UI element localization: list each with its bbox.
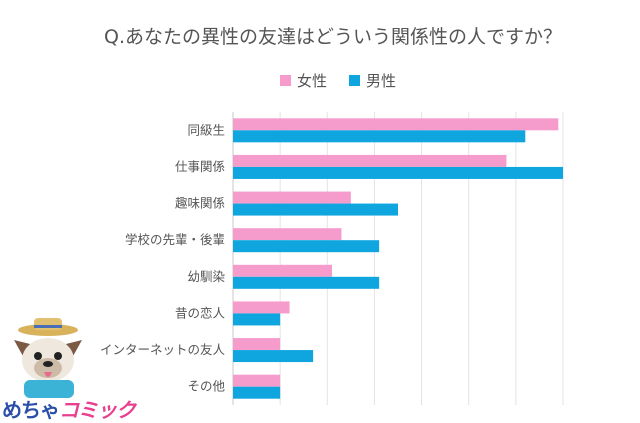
bar-male <box>233 313 281 326</box>
category-label: 趣味関係 <box>175 196 225 211</box>
bar-male <box>233 276 380 289</box>
category-label: 昔の恋人 <box>175 305 226 320</box>
chart-title: Q.あなたの異性の友達はどういう関係性の人ですか？ <box>104 26 562 48</box>
category-label: 同級生 <box>187 122 225 137</box>
bar-female <box>233 154 507 167</box>
bar-female <box>233 118 559 131</box>
legend-swatch-male <box>349 75 360 86</box>
category-label: 仕事関係 <box>175 159 225 174</box>
bar-male <box>233 130 526 143</box>
bar-female <box>233 374 281 387</box>
bar-male <box>233 166 563 179</box>
bar-female <box>233 338 281 351</box>
category-label: その他 <box>187 379 225 394</box>
bar-female <box>233 191 351 204</box>
bar-male <box>233 350 314 363</box>
bar-male <box>233 203 398 216</box>
bar-female <box>233 301 290 314</box>
legend-swatch-female <box>279 75 291 86</box>
legend-item-female: 女性 <box>279 70 327 91</box>
mascot-dog-icon <box>14 318 82 398</box>
legend-item-male: 男性 <box>349 70 396 91</box>
category-label: 学校の先輩・後輩 <box>125 232 225 247</box>
bar-male <box>233 386 281 399</box>
category-label: インターネットの友人 <box>100 342 226 357</box>
legend: 女性 男性 <box>0 70 640 91</box>
legend-label-female: 女性 <box>296 72 327 90</box>
category-label: 幼馴染 <box>187 269 225 284</box>
legend-label-male: 男性 <box>366 72 397 90</box>
bar-male <box>233 240 380 253</box>
bar-female <box>233 264 332 277</box>
bar-female <box>233 228 342 241</box>
logo: めちゃコミック <box>2 398 136 422</box>
